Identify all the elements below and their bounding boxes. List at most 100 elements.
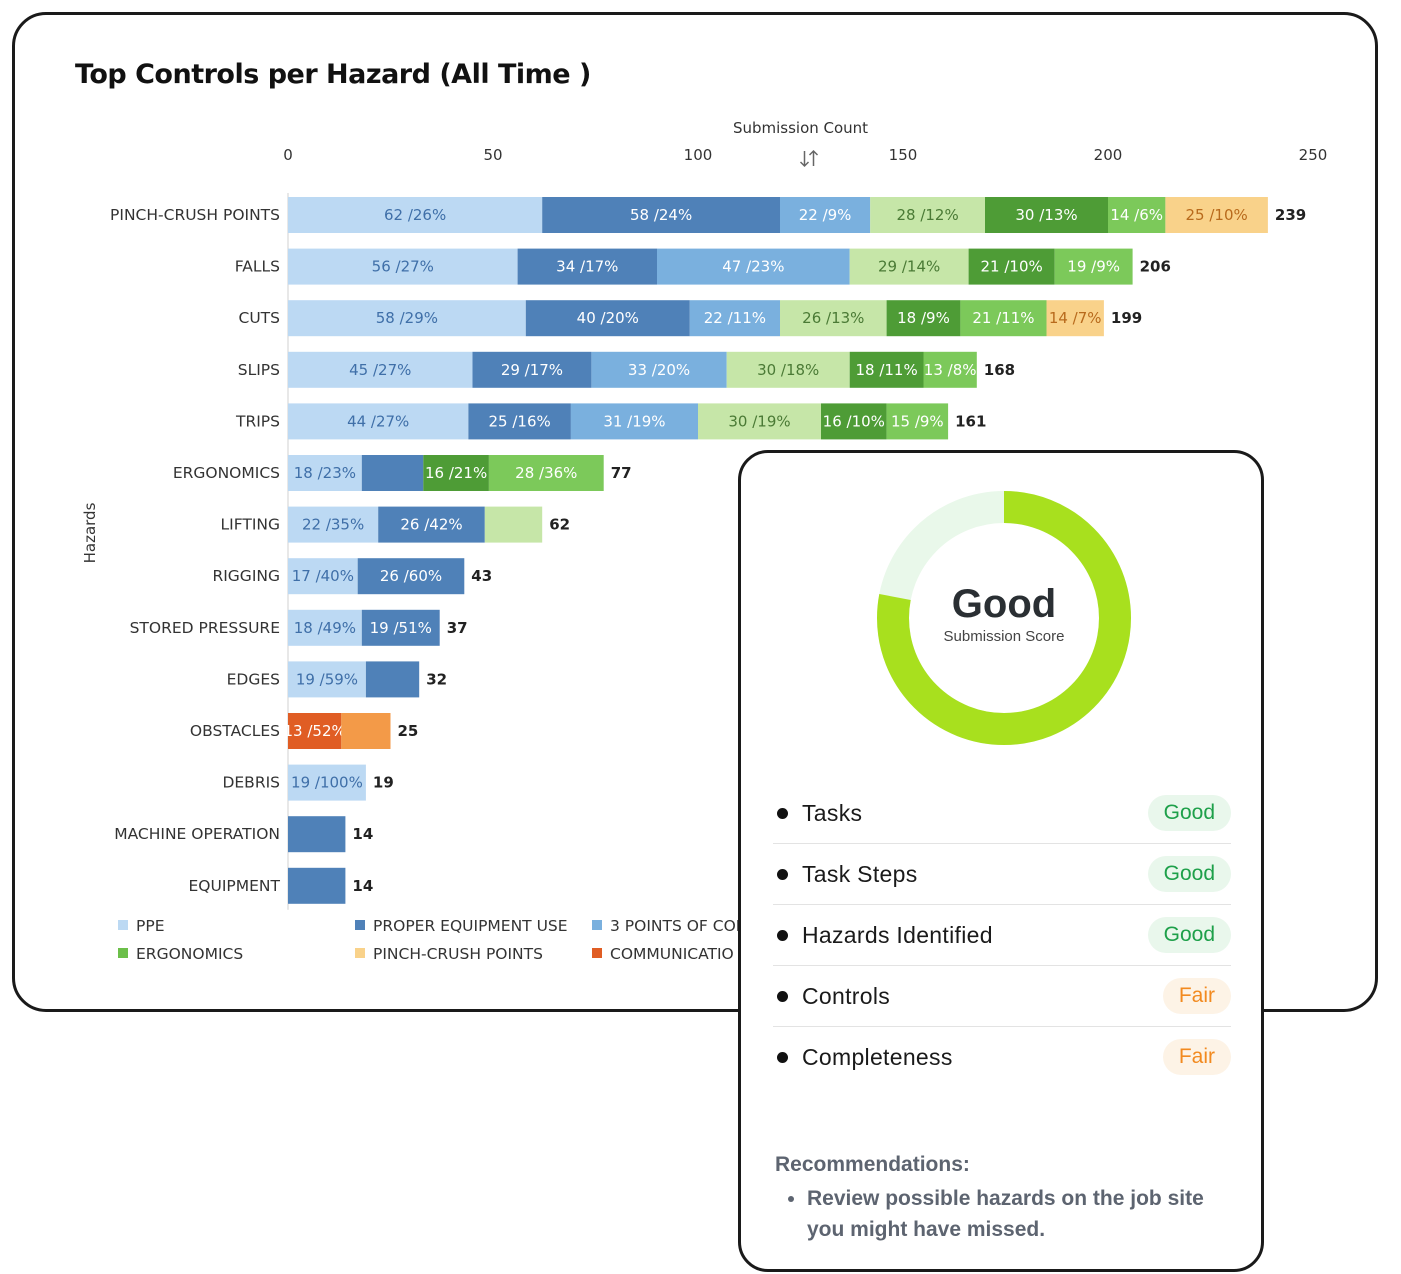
bar-segment <box>288 248 518 285</box>
bar-segment <box>288 713 342 749</box>
category-label: OBSTACLES <box>190 722 280 740</box>
bar-segment-label: 30 /19% <box>728 412 790 430</box>
bar-total-label: 25 <box>398 722 419 740</box>
bar-segment <box>288 403 469 440</box>
bullet-icon <box>777 1051 788 1063</box>
bar-segment <box>357 558 465 595</box>
bar-segment <box>423 455 489 491</box>
metric-label: Task Steps <box>802 860 918 887</box>
bar-segment-label: 26 /13% <box>802 309 864 327</box>
bar-segment-label: 16 /10% <box>823 412 885 430</box>
x-tick-label: 0 <box>283 146 293 164</box>
bar-segment <box>288 867 346 904</box>
bar-segment-label: 22 /35% <box>302 516 364 534</box>
bar-segment <box>1165 197 1268 233</box>
bar-segment <box>484 506 543 543</box>
bar-segment <box>591 351 727 388</box>
sort-arrows-icon <box>808 149 819 166</box>
recommendations: Recommendations: Review possible hazards… <box>775 1153 1235 1245</box>
legend-swatch <box>355 948 365 958</box>
bar-segment <box>288 816 346 853</box>
bar-segment-label: 21 /10% <box>981 258 1043 276</box>
bar-segment-label: 13 /8% <box>924 361 977 379</box>
bar-segment-label: 21 /11% <box>972 309 1034 327</box>
score-caption: Submission Score <box>943 627 1065 645</box>
category-label: LIFTING <box>221 516 281 534</box>
metric-label: Completeness <box>802 1043 953 1070</box>
score-donut: Good Submission Score <box>873 487 1135 749</box>
bar-segment-label: 34 /17% <box>556 258 618 276</box>
bar-segment <box>288 558 358 595</box>
bar-segment <box>488 455 604 491</box>
bar-segment <box>542 197 780 233</box>
bar-segment-label: 18 /9% <box>897 309 950 327</box>
bar-segment <box>525 300 690 337</box>
bar-segment-label: 58 /29% <box>376 309 438 327</box>
bar-segment-label: 22 /9% <box>799 206 852 224</box>
bar-total-label: 168 <box>984 361 1015 379</box>
bar-segment-label: 31 /19% <box>603 412 665 430</box>
bar-segment-label: 18 /49% <box>294 619 356 637</box>
legend-swatch <box>355 920 365 930</box>
bullet-icon <box>777 807 788 819</box>
bar-segment-label: 56 /27% <box>372 258 434 276</box>
x-tick-label: 100 <box>684 146 713 164</box>
bar-total-label: 37 <box>447 619 468 637</box>
bar-segment-label: 25 /10% <box>1186 206 1248 224</box>
status-badge: Good <box>1147 795 1231 831</box>
bar-segment <box>849 248 969 285</box>
sort-arrows-icon <box>799 151 810 168</box>
bar-segment-label: 19 /9% <box>1067 258 1120 276</box>
bar-segment-label: 45 /27% <box>349 361 411 379</box>
bar-total-label: 19 <box>373 774 394 792</box>
bullet-icon <box>777 929 788 941</box>
bar-segment-label: 33 /20% <box>628 361 690 379</box>
bar-segment <box>849 351 924 388</box>
bar-segment-label: 29 /14% <box>878 258 940 276</box>
bar-segment-label: 22 /11% <box>704 309 766 327</box>
bar-segment-label: 30 /18% <box>757 361 819 379</box>
bar-segment <box>361 455 424 491</box>
bar-segment <box>1054 248 1133 285</box>
score-word: Good <box>951 581 1057 626</box>
metric-label: Controls <box>802 982 891 1009</box>
bar-segment <box>960 300 1047 337</box>
bar-segment-label: 47 /23% <box>722 258 784 276</box>
chart-title: Top Controls per Hazard (All Time ) <box>75 59 591 90</box>
bar-segment-label: 28 /12% <box>896 206 958 224</box>
bar-segment <box>288 609 362 646</box>
bar-segment-label: 40 /20% <box>577 309 639 327</box>
bar-segment-label: 29 /17% <box>501 361 563 379</box>
bar-total-label: 77 <box>611 464 632 482</box>
bar-segment-label: 26 /60% <box>380 567 442 585</box>
bar-segment <box>288 197 543 233</box>
status-badge: Good <box>1147 917 1231 953</box>
category-label: MACHINE OPERATION <box>114 825 280 843</box>
category-label: ERGONOMICS <box>173 464 280 482</box>
bar-segment <box>657 248 850 285</box>
bar-segment-label: 26 /42% <box>400 516 462 534</box>
legend-entry: PPE <box>136 917 165 935</box>
bar-segment <box>985 197 1108 233</box>
bar-segment-label: 62 /26% <box>384 206 446 224</box>
bar-total-label: 32 <box>426 670 447 688</box>
metric-row: Completeness Fair <box>773 1027 1231 1087</box>
bar-total-label: 199 <box>1111 309 1142 327</box>
bar-segment <box>726 351 850 388</box>
category-label: FALLS <box>235 258 280 276</box>
metric-row: Task Steps Good <box>773 844 1231 905</box>
bar-segment <box>780 197 871 233</box>
status-badge: Good <box>1147 856 1231 892</box>
metric-row: Tasks Good <box>773 783 1231 844</box>
bar-segment <box>468 403 571 440</box>
bar-segment <box>472 351 592 388</box>
category-label: EQUIPMENT <box>189 877 281 895</box>
bar-segment-label: 30 /13% <box>1015 206 1077 224</box>
bar-segment <box>378 506 485 543</box>
bar-segment <box>288 506 379 543</box>
donut-center: Good Submission Score <box>873 487 1135 749</box>
donut-fill <box>877 491 1131 745</box>
bar-segment <box>1046 300 1104 337</box>
metric-list: Tasks Good Task Steps Good Hazards Ident… <box>773 783 1231 1087</box>
bar-segment <box>698 403 821 440</box>
